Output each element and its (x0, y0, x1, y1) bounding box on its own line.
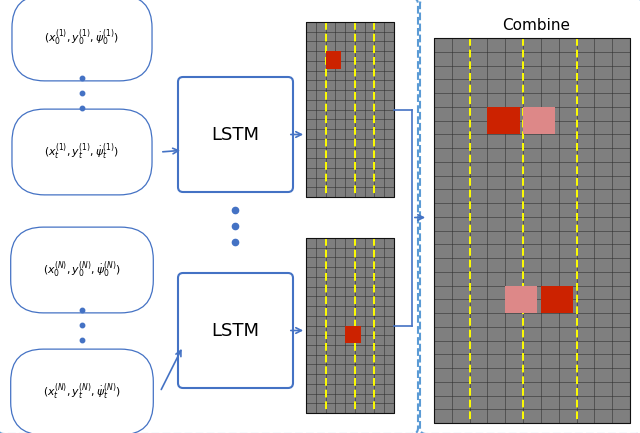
Bar (306, 238, 394, 413)
FancyBboxPatch shape (178, 77, 293, 192)
Bar (306, 22, 394, 197)
Text: $(x_t^{(1)},y_t^{(1)},\dot{\psi}_t^{(1)})$: $(x_t^{(1)},y_t^{(1)},\dot{\psi}_t^{(1)}… (44, 142, 120, 162)
FancyBboxPatch shape (420, 0, 640, 433)
Bar (326, 51, 341, 69)
Bar (306, 22, 394, 197)
Bar (505, 285, 538, 313)
Bar (434, 38, 630, 423)
Bar (434, 38, 630, 423)
Bar (541, 285, 573, 313)
Text: Combine: Combine (502, 19, 570, 33)
Bar (306, 238, 394, 413)
Bar (488, 107, 520, 134)
Bar (523, 107, 555, 134)
Text: LSTM: LSTM (211, 321, 259, 339)
FancyBboxPatch shape (178, 273, 293, 388)
Text: LSTM: LSTM (211, 126, 259, 143)
Bar (345, 326, 361, 343)
Text: $(x_0^{(1)},y_0^{(1)},\dot{\psi}_0^{(1)})$: $(x_0^{(1)},y_0^{(1)},\dot{\psi}_0^{(1)}… (44, 28, 120, 48)
Text: $(x_0^{(N)},y_0^{(N)},\dot{\psi}_0^{(N)})$: $(x_0^{(N)},y_0^{(N)},\dot{\psi}_0^{(N)}… (43, 260, 121, 281)
FancyBboxPatch shape (0, 0, 418, 433)
Text: $(x_t^{(N)},y_t^{(N)},\dot{\psi}_t^{(N)})$: $(x_t^{(N)},y_t^{(N)},\dot{\psi}_t^{(N)}… (43, 381, 121, 402)
